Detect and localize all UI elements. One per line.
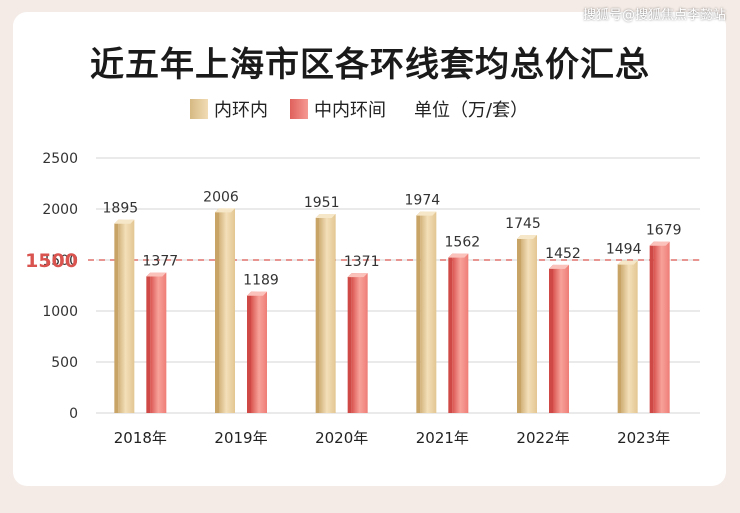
y-tick-label: 2000 bbox=[42, 202, 78, 218]
legend-swatch-middle bbox=[290, 99, 308, 119]
data-label: 1679 bbox=[646, 223, 682, 239]
data-label: 1745 bbox=[505, 216, 541, 232]
x-tick-label: 2022年 bbox=[516, 429, 569, 447]
data-label: 1377 bbox=[143, 254, 179, 270]
bar-side bbox=[549, 264, 553, 413]
bar-top bbox=[448, 253, 469, 258]
bar-side bbox=[146, 272, 151, 413]
bar-top bbox=[146, 272, 167, 277]
legend-swatch-inner bbox=[190, 99, 208, 119]
bar bbox=[351, 273, 368, 413]
bar-top bbox=[517, 235, 537, 240]
bar bbox=[219, 208, 235, 413]
bar-top bbox=[549, 264, 569, 269]
chart-title: 近五年上海市区各环线套均总价汇总 bbox=[90, 45, 650, 85]
watermark: 搜狐号@搜狐焦点李懿站 bbox=[582, 8, 726, 23]
bar bbox=[118, 219, 135, 413]
bar-top bbox=[215, 208, 235, 213]
legend-item-middle: 中内环间 bbox=[290, 96, 386, 122]
bar-side bbox=[448, 253, 453, 413]
reference-line-label: 1500 bbox=[25, 250, 78, 272]
bar bbox=[621, 260, 638, 413]
bar bbox=[420, 211, 437, 413]
x-tick-label: 2023年 bbox=[617, 429, 670, 447]
bar-side bbox=[315, 213, 320, 413]
x-tick-label: 2021年 bbox=[416, 429, 469, 447]
bar bbox=[452, 253, 469, 413]
bar bbox=[319, 213, 336, 413]
bar bbox=[653, 241, 670, 413]
bar-top bbox=[247, 291, 267, 296]
data-label: 2006 bbox=[203, 189, 239, 205]
x-tick-label: 2018年 bbox=[114, 429, 167, 447]
bar-side bbox=[649, 241, 654, 413]
bar-top bbox=[617, 260, 638, 265]
data-label: 1494 bbox=[606, 242, 642, 258]
bar-top bbox=[416, 211, 437, 216]
y-tick-label: 500 bbox=[51, 355, 78, 371]
y-tick-label: 1000 bbox=[42, 304, 78, 320]
bar bbox=[150, 272, 167, 413]
data-label: 1951 bbox=[304, 195, 340, 211]
unit-label: 单位（万/套） bbox=[414, 100, 529, 121]
legend-label-inner: 内环内 bbox=[214, 100, 268, 121]
x-tick-label: 2019年 bbox=[214, 429, 267, 447]
y-tick-label: 0 bbox=[69, 406, 78, 422]
data-label: 1371 bbox=[344, 254, 380, 270]
bar-top bbox=[114, 219, 135, 224]
data-label: 1562 bbox=[445, 235, 481, 251]
x-tick-label: 2020年 bbox=[315, 429, 368, 447]
y-tick-label: 2500 bbox=[42, 151, 78, 167]
bar bbox=[553, 264, 569, 413]
legend: 内环内 中内环间 单位（万/套） bbox=[190, 96, 528, 122]
bar bbox=[251, 291, 267, 413]
data-label: 1189 bbox=[243, 273, 279, 289]
bar-side bbox=[347, 273, 352, 413]
bar-side bbox=[215, 208, 219, 413]
bar-side bbox=[416, 211, 421, 413]
data-label: 1974 bbox=[405, 193, 441, 209]
bar-side bbox=[517, 235, 521, 413]
bar-side bbox=[617, 260, 622, 413]
legend-item-inner: 内环内 bbox=[190, 96, 268, 122]
bar-side bbox=[114, 219, 119, 413]
data-label: 1895 bbox=[103, 201, 139, 217]
bar bbox=[521, 235, 537, 413]
bar-top bbox=[649, 241, 670, 246]
legend-label-middle: 中内环间 bbox=[314, 100, 386, 121]
bar-top bbox=[315, 213, 336, 218]
y-tick-label: 1500 bbox=[42, 253, 78, 269]
bar-side bbox=[247, 291, 251, 413]
bar-top bbox=[347, 273, 368, 278]
data-label: 1452 bbox=[545, 246, 581, 262]
